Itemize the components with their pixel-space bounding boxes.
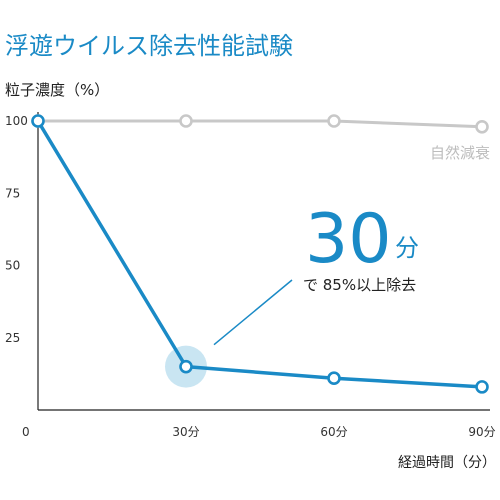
series-natural (31, 114, 489, 134)
data-point (327, 371, 341, 386)
series (31, 114, 489, 394)
callout-line (213, 279, 293, 346)
axes (37, 112, 490, 411)
data-point (31, 114, 45, 128)
series-label-natural: 自然減衰 (430, 144, 490, 162)
y-tick-label: 0 (22, 425, 30, 439)
y-tick-label: 50 (5, 259, 20, 273)
annotation: 30 分 で 85%以上除去 (213, 200, 419, 346)
data-point (179, 114, 193, 128)
annotation-subtext: で 85%以上除去 (303, 276, 416, 294)
tick-labels: 0 25 50 75 100 30分 60分 90分 (5, 114, 496, 439)
data-point (475, 119, 489, 134)
annotation-big-value: 30 (305, 200, 392, 279)
chart-title: 浮遊ウイルス除去性能試験 (5, 32, 293, 60)
x-tick-label: 30分 (172, 425, 199, 439)
series-line (36, 120, 483, 389)
series-line (38, 119, 483, 129)
x-axis-label: 経過時間（分） (398, 455, 496, 471)
data-point (327, 114, 341, 128)
y-tick-label: 75 (5, 186, 20, 200)
series-main (31, 114, 489, 394)
y-tick-label: 100 (5, 114, 28, 128)
data-point (475, 380, 489, 394)
x-tick-label: 60分 (320, 425, 347, 439)
data-point (179, 359, 193, 374)
y-axis-label: 粒子濃度（%） (5, 81, 109, 99)
y-tick-label: 25 (5, 331, 20, 345)
x-tick-label: 90分 (468, 425, 495, 439)
annotation-big-unit: 分 (395, 234, 419, 262)
